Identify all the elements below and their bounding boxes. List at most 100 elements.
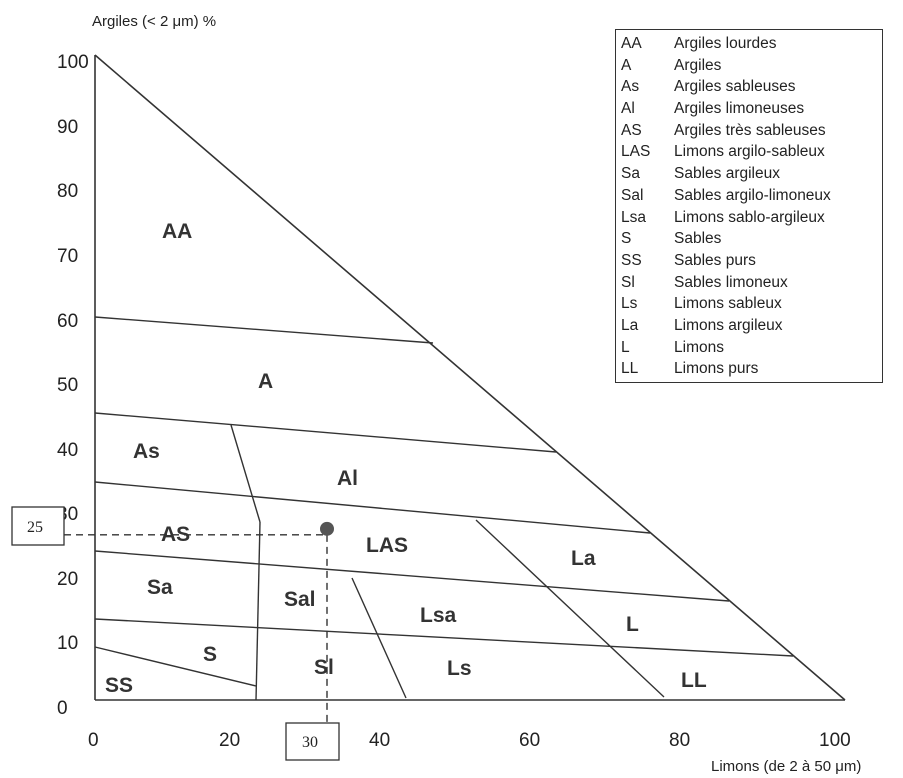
limons-value-label: 30 [302, 734, 318, 751]
region-label-a: A [258, 370, 273, 393]
y-axis-ticks: 100 90 80 70 60 50 40 30 20 10 0 [57, 52, 89, 719]
boundary-las-la [475, 519, 665, 698]
legend-label: Limons purs [674, 360, 759, 378]
boundary-vertical-sal [255, 521, 261, 701]
legend-label: Limons sableux [674, 295, 782, 313]
legend-item: LL Limons purs [621, 358, 882, 380]
boundary-as-as2 [94, 481, 651, 534]
x-tick-label: 20 [219, 730, 240, 751]
triangle-outline [94, 54, 846, 701]
boundary-as-al [230, 424, 261, 523]
legend-abbr: La [621, 316, 639, 334]
y-axis-title: Argiles (< 2 μm) % [92, 13, 216, 30]
x-tick-label: 40 [369, 730, 390, 751]
y-tick-label: 20 [57, 569, 78, 590]
legend-item: L Limons [621, 337, 882, 359]
y-tick-label: 40 [57, 440, 78, 461]
legend-abbr: SS [621, 251, 642, 269]
legend-abbr: A [621, 56, 632, 74]
legend-item: LAS Limons argilo-sableux [621, 141, 882, 163]
legend-abbr: Al [621, 100, 635, 118]
legend-abbr: Sal [621, 186, 644, 204]
y-tick-label: 0 [57, 698, 68, 719]
legend-label: Limons argilo-sableux [674, 143, 825, 161]
region-label-sl: Sl [314, 656, 334, 679]
y-tick-label: 60 [57, 311, 78, 332]
legend-label: Argiles sableuses [674, 78, 796, 96]
region-label-al: Al [337, 467, 358, 490]
x-axis-ticks: 0 20 40 60 80 100 [88, 730, 851, 751]
region-label-lsa: Lsa [420, 604, 457, 627]
region-label-la: La [571, 547, 596, 570]
y-tick-label: 70 [57, 246, 78, 267]
x-tick-label: 100 [819, 730, 851, 751]
legend-item: Sl Sables limoneux [621, 272, 882, 294]
limons-value-box: 30 [285, 722, 340, 761]
legend-abbr: Lsa [621, 208, 646, 226]
region-label-ll: LL [681, 669, 707, 692]
legend-abbr: L [621, 338, 630, 356]
x-axis-title: Limons (de 2 à 50 μm) [711, 758, 861, 775]
legend-item: S Sables [621, 228, 882, 250]
boundary-aa-a [94, 316, 434, 344]
sample-point-marker [320, 521, 334, 536]
argiles-value-box: 25 [11, 506, 65, 546]
legend-item: Al Argiles limoneuses [621, 98, 882, 120]
region-label-aa: AA [162, 220, 192, 243]
region-label-s: S [203, 643, 217, 666]
legend-item: SS Sables purs [621, 250, 882, 272]
legend-label: Argiles [674, 56, 722, 74]
legend-abbr: As [621, 78, 640, 96]
limons-value-frame [285, 722, 340, 761]
y-tick-label: 50 [57, 375, 78, 396]
y-tick-label: 80 [57, 181, 78, 202]
legend-abbr: LL [621, 360, 639, 378]
class-boundaries [94, 316, 794, 701]
legend-item: Sa Sables argileux [621, 163, 882, 185]
legend-label: Limons sablo-argileux [674, 208, 825, 226]
legend-item: A Argiles [621, 55, 882, 77]
y-tick-label: 90 [57, 117, 78, 138]
argiles-value-label: 25 [27, 519, 43, 536]
region-label-ss: SS [105, 674, 133, 697]
region-label-las: LAS [366, 534, 408, 557]
region-label-as: As [133, 440, 160, 463]
legend-abbr: Ls [621, 295, 638, 313]
x-tick-label: 60 [519, 730, 540, 751]
region-label-sal: Sal [284, 588, 316, 611]
boundary-sa-s [94, 618, 794, 657]
y-tick-label: 10 [57, 633, 78, 654]
legend-abbr: Sl [621, 273, 635, 291]
region-label-l: L [626, 613, 639, 636]
boundary-a-as-al [94, 412, 557, 453]
legend-label: Argiles très sableuses [674, 121, 826, 139]
legend-abbr: AS [621, 121, 642, 139]
legend-item: Sal Sables argilo-limoneux [621, 185, 882, 207]
legend-item: Ls Limons sableux [621, 293, 882, 315]
hypotenuse-line [94, 54, 846, 701]
legend-item: La Limons argileux [621, 315, 882, 337]
region-label-sa: Sa [147, 576, 173, 599]
legend-label: Sables argileux [674, 165, 780, 183]
boundary-as2-sa [94, 550, 730, 602]
legend-item: AA Argiles lourdes [621, 33, 882, 55]
boundary-sal-lsa [351, 577, 407, 699]
legend-label: Argiles limoneuses [674, 100, 805, 118]
legend-label: Limons argileux [674, 316, 783, 334]
legend-item: As Argiles sableuses [621, 76, 882, 98]
legend-label: Limons [674, 338, 724, 356]
legend-abbr: LAS [621, 143, 651, 161]
legend-item: AS Argiles très sableuses [621, 120, 882, 142]
legend-item: Lsa Limons sablo-argileux [621, 207, 882, 229]
boundary-s-ss [94, 646, 257, 687]
legend-abbr: S [621, 230, 632, 248]
legend-abbr: AA [621, 35, 642, 52]
legend-label: Sables purs [674, 251, 756, 269]
legend-label: Sables limoneux [674, 273, 788, 291]
legend-label: Sables argilo-limoneux [674, 186, 831, 204]
x-tick-label: 0 [88, 730, 99, 751]
y-tick-label: 100 [57, 52, 89, 73]
x-tick-label: 80 [669, 730, 690, 751]
legend-box: AA Argiles lourdes A Argiles As Argiles sable… [615, 29, 883, 383]
